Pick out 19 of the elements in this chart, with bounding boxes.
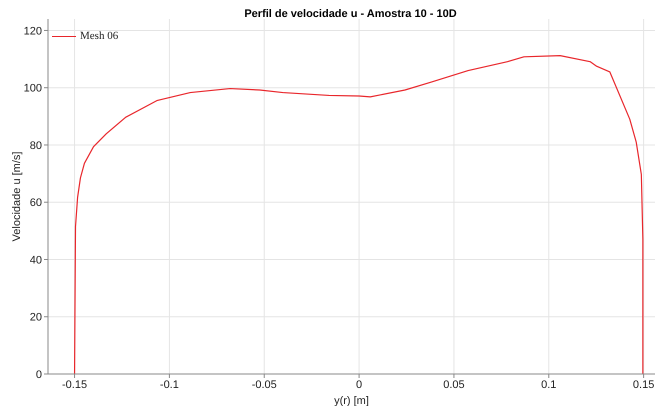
- x-tick-label: 0.05: [443, 378, 465, 391]
- y-tick-label: 0: [36, 368, 42, 381]
- y-tick-label: 60: [30, 197, 42, 210]
- y-tick-label: 20: [30, 312, 42, 324]
- x-tick-label: 0: [356, 378, 362, 391]
- x-tick-label: -0.05: [252, 378, 277, 391]
- line-series: [74, 55, 644, 374]
- x-tick-label: -0.1: [160, 378, 179, 391]
- x-axis-title: y(r) [m]: [334, 395, 369, 407]
- y-tick-label: 40: [30, 254, 42, 266]
- x-tick-label: -0.15: [62, 378, 88, 391]
- y-axis-title: Velocidade u [m/s]: [10, 152, 23, 242]
- chart-title: Perfil de velocidade u - Amostra 10 - 10D: [243, 8, 458, 20]
- x-tick-label: 0.15: [632, 378, 654, 391]
- x-tick-label: 0.1: [541, 378, 556, 391]
- legend-label: Mesh 06: [80, 30, 118, 42]
- y-tick-label: 100: [24, 82, 42, 95]
- y-tick-label: 80: [30, 140, 42, 152]
- y-tick-label: 120: [24, 25, 42, 38]
